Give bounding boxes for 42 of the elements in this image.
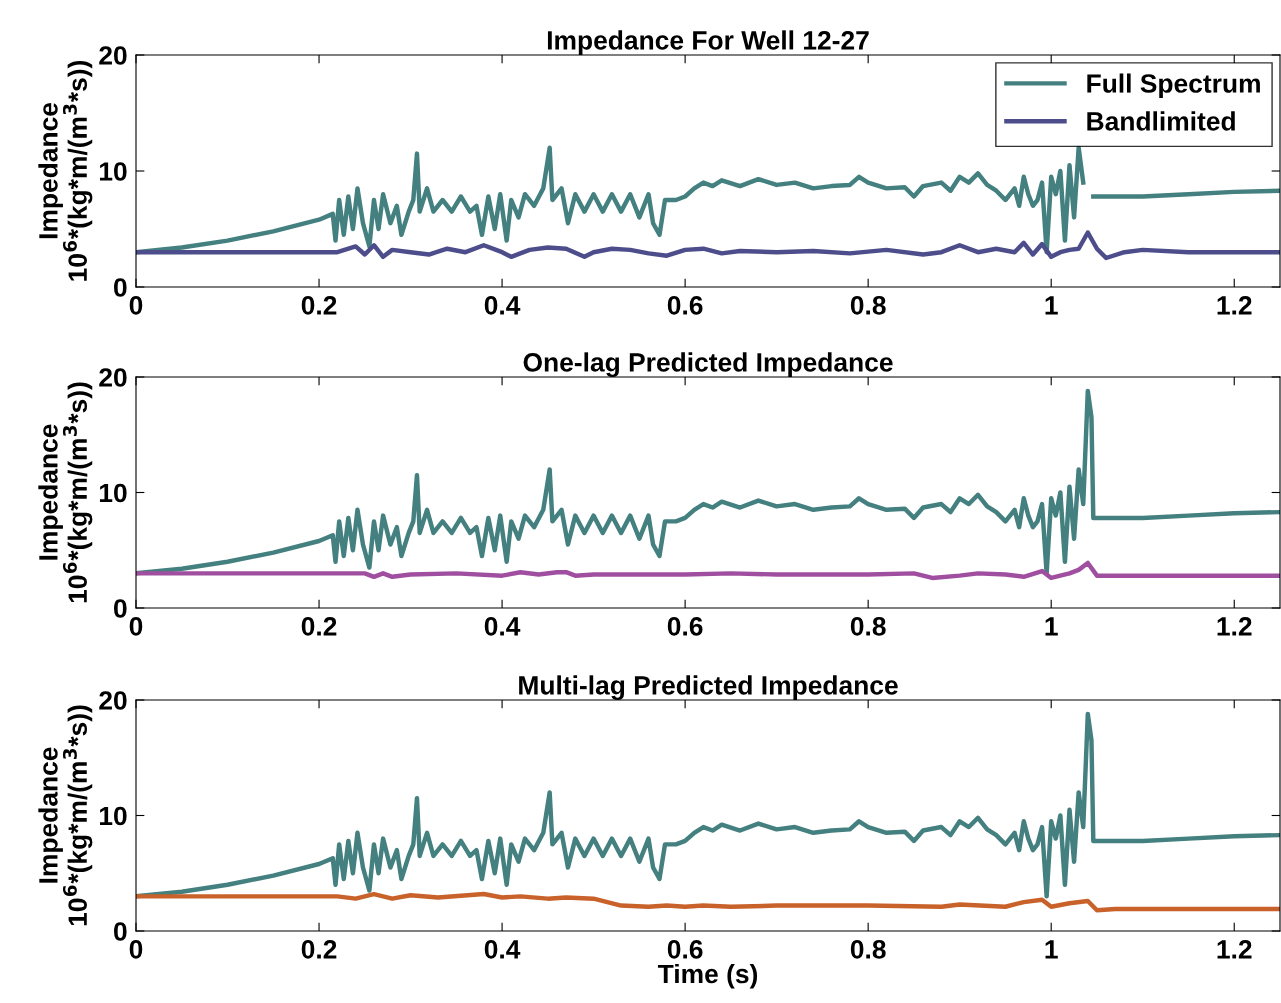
line-series [136, 230, 1280, 261]
x-tick-label: 0 [129, 296, 143, 315]
x-tick-label: 1 [1045, 940, 1058, 959]
x-tick-label: 1.2 [1217, 296, 1252, 315]
y-tick-label: 10 [99, 162, 127, 181]
line-series [136, 560, 1280, 581]
x-tick-label: 0.2 [301, 940, 337, 959]
x-tick-label: 0.8 [850, 617, 886, 636]
y-tick-label: 0 [114, 922, 127, 941]
y-tick-label: 0 [114, 278, 127, 297]
y-tick-label: 10 [99, 483, 127, 503]
chart-title: One-lag Predicted Impedance [523, 352, 893, 378]
legend-label: Full Spectrum [1087, 73, 1260, 99]
x-tick-label: 0.2 [301, 617, 337, 636]
y-tick-label: 0 [114, 599, 127, 618]
chart-title: Multi-lag Predicted Impedance [519, 675, 898, 701]
legend-label: Bandlimited [1087, 111, 1235, 131]
chart-title: Impedance For Well 12-27 [547, 30, 869, 55]
x-tick-label: 0.8 [850, 940, 886, 959]
y-tick-label: 20 [99, 46, 127, 65]
x-tick-label: 0 [129, 617, 143, 636]
x-tick-label: 1 [1045, 617, 1058, 636]
x-tick-label: 0.6 [667, 940, 703, 959]
x-tick-label: 1.2 [1217, 940, 1252, 959]
y-tick-label: 10 [99, 806, 127, 826]
x-tick-label: 0 [129, 940, 143, 959]
y-axis-title: Impedance 10$^{6}$*(kg*m/(m$^{3}$*s)) [38, 60, 93, 281]
line-series [136, 891, 1280, 913]
x-axis-title: Time (s) [657, 963, 758, 989]
y-axis-title: Impedance 10$^{6}$*(kg*m/(m$^{3}$*s)) [38, 382, 93, 603]
x-tick-label: 0.6 [667, 617, 703, 636]
x-tick-label: 0.6 [667, 296, 703, 315]
x-tick-label: 0.4 [484, 940, 521, 959]
y-tick-label: 20 [99, 691, 127, 710]
x-tick-label: 0.4 [484, 296, 521, 315]
x-tick-label: 1.2 [1217, 617, 1252, 636]
x-tick-label: 0.2 [301, 296, 337, 315]
y-tick-label: 20 [99, 368, 127, 387]
x-tick-label: 1 [1045, 296, 1058, 315]
x-tick-label: 0.4 [484, 617, 521, 636]
x-tick-label: 0.8 [850, 296, 886, 315]
y-axis-title: Impedance 10$^{6}$*(kg*m/(m$^{3}$*s)) [38, 705, 93, 926]
